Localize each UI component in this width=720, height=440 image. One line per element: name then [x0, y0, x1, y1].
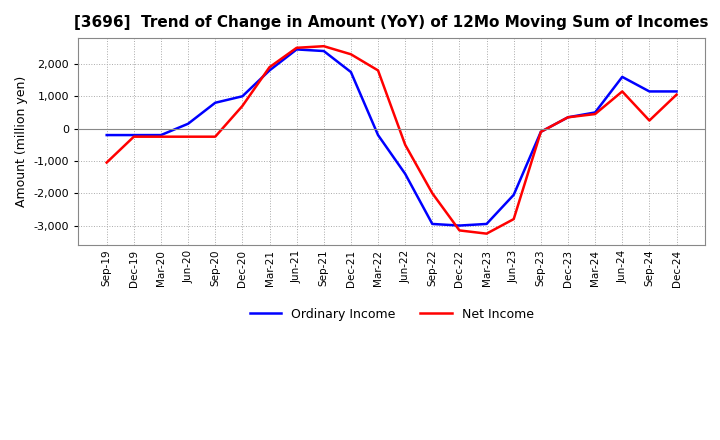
Line: Net Income: Net Income: [107, 46, 677, 234]
Net Income: [238, 103, 247, 109]
Net Income: [374, 68, 382, 73]
Net Income: [130, 134, 138, 139]
Net Income: [401, 142, 410, 147]
Ordinary Income: [265, 68, 274, 73]
Ordinary Income: [292, 47, 301, 52]
Ordinary Income: [672, 89, 681, 94]
Y-axis label: Amount (million yen): Amount (million yen): [15, 76, 28, 207]
Net Income: [184, 134, 192, 139]
Net Income: [536, 129, 545, 135]
Net Income: [346, 51, 355, 57]
Ordinary Income: [591, 110, 600, 115]
Ordinary Income: [102, 132, 111, 138]
Net Income: [455, 228, 464, 233]
Ordinary Income: [482, 221, 491, 227]
Ordinary Income: [618, 74, 626, 80]
Title: [3696]  Trend of Change in Amount (YoY) of 12Mo Moving Sum of Incomes: [3696] Trend of Change in Amount (YoY) o…: [74, 15, 709, 30]
Net Income: [645, 118, 654, 123]
Net Income: [482, 231, 491, 236]
Net Income: [265, 65, 274, 70]
Net Income: [320, 44, 328, 49]
Net Income: [292, 45, 301, 51]
Net Income: [672, 92, 681, 97]
Ordinary Income: [346, 70, 355, 75]
Ordinary Income: [645, 89, 654, 94]
Net Income: [102, 160, 111, 165]
Ordinary Income: [428, 221, 436, 227]
Net Income: [591, 111, 600, 117]
Net Income: [509, 216, 518, 222]
Ordinary Income: [536, 129, 545, 135]
Ordinary Income: [564, 115, 572, 120]
Ordinary Income: [184, 121, 192, 126]
Net Income: [211, 134, 220, 139]
Ordinary Income: [401, 171, 410, 176]
Ordinary Income: [455, 223, 464, 228]
Net Income: [618, 89, 626, 94]
Ordinary Income: [157, 132, 166, 138]
Line: Ordinary Income: Ordinary Income: [107, 49, 677, 226]
Ordinary Income: [320, 48, 328, 54]
Ordinary Income: [374, 132, 382, 138]
Net Income: [564, 115, 572, 120]
Ordinary Income: [238, 94, 247, 99]
Ordinary Income: [130, 132, 138, 138]
Ordinary Income: [509, 192, 518, 198]
Net Income: [157, 134, 166, 139]
Legend: Ordinary Income, Net Income: Ordinary Income, Net Income: [245, 303, 539, 326]
Ordinary Income: [211, 100, 220, 106]
Net Income: [428, 191, 436, 196]
